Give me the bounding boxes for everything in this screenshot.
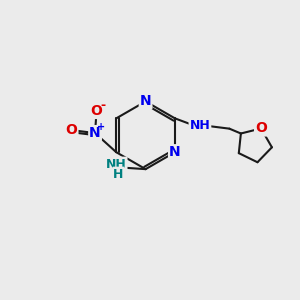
Text: N: N	[169, 145, 181, 159]
Text: N: N	[140, 94, 152, 108]
Text: N: N	[89, 126, 101, 140]
Text: O: O	[66, 123, 77, 137]
Text: +: +	[97, 122, 105, 133]
Text: O: O	[91, 104, 103, 118]
Text: NH: NH	[106, 158, 127, 171]
Text: O: O	[255, 122, 267, 136]
Text: -: -	[100, 99, 106, 112]
Text: NH: NH	[190, 119, 210, 132]
Text: H: H	[113, 168, 124, 181]
